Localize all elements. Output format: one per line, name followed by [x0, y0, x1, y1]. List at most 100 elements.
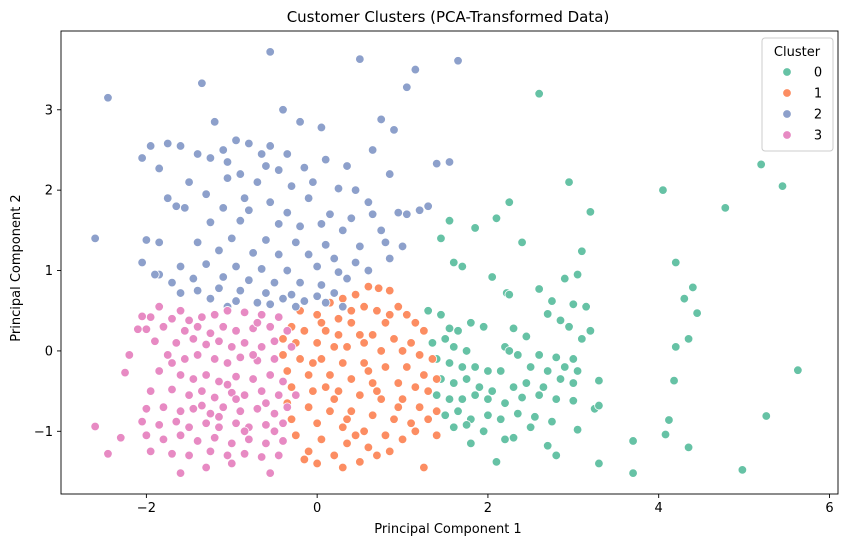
point-cluster-0 — [440, 334, 450, 344]
point-cluster-3 — [141, 430, 152, 441]
point-cluster-3 — [209, 392, 220, 403]
point-cluster-1 — [393, 302, 403, 312]
point-cluster-0 — [470, 390, 480, 400]
point-cluster-1 — [316, 434, 327, 445]
point-cluster-0 — [542, 366, 553, 376]
point-cluster-3 — [133, 324, 143, 334]
point-cluster-3 — [265, 322, 275, 332]
point-cluster-2 — [214, 283, 224, 293]
point-cluster-2 — [248, 248, 258, 258]
point-cluster-0 — [483, 366, 493, 376]
point-cluster-3 — [274, 390, 284, 400]
point-cluster-1 — [402, 362, 412, 372]
point-cluster-3 — [222, 306, 233, 316]
point-cluster-0 — [504, 346, 514, 356]
point-cluster-1 — [367, 378, 378, 388]
point-cluster-3 — [261, 438, 271, 449]
point-cluster-2 — [342, 161, 352, 171]
point-cluster-1 — [303, 402, 314, 412]
point-cluster-1 — [376, 346, 386, 356]
point-cluster-3 — [214, 376, 224, 387]
point-cluster-1 — [338, 422, 348, 432]
point-cluster-0 — [508, 323, 519, 334]
point-cluster-0 — [521, 378, 532, 388]
point-cluster-1 — [419, 326, 429, 336]
point-cluster-2 — [261, 288, 271, 298]
point-cluster-2 — [231, 135, 241, 146]
point-cluster-3 — [154, 366, 164, 376]
point-cluster-0 — [594, 400, 604, 411]
point-cluster-0 — [534, 350, 544, 360]
point-cluster-1 — [312, 338, 322, 348]
point-cluster-3 — [197, 386, 207, 396]
point-cluster-3 — [158, 434, 169, 445]
point-cluster-3 — [205, 328, 216, 338]
point-cluster-0 — [547, 296, 557, 306]
point-cluster-2 — [231, 261, 241, 272]
point-cluster-3 — [278, 436, 288, 446]
point-cluster-2 — [312, 261, 322, 272]
point-cluster-3 — [244, 434, 254, 445]
point-cluster-3 — [231, 326, 241, 336]
point-cluster-2 — [320, 297, 331, 308]
point-cluster-2 — [103, 93, 113, 103]
point-cluster-2 — [376, 114, 386, 125]
point-cluster-2 — [252, 177, 263, 187]
point-cluster-2 — [320, 154, 331, 165]
point-cluster-3 — [222, 450, 233, 461]
point-cluster-3 — [256, 310, 267, 320]
y-tick-label: 0 — [45, 344, 53, 359]
point-cluster-1 — [282, 366, 292, 376]
point-cluster-3 — [184, 422, 194, 432]
point-cluster-2 — [333, 267, 344, 277]
legend: Cluster 0 1 2 3 — [761, 37, 834, 152]
point-cluster-2 — [180, 203, 190, 213]
point-cluster-1 — [414, 402, 425, 412]
point-cluster-1 — [325, 370, 335, 380]
point-cluster-1 — [291, 430, 301, 441]
point-cluster-2 — [303, 193, 314, 203]
point-cluster-2 — [389, 125, 399, 135]
point-cluster-2 — [137, 153, 147, 163]
point-cluster-3 — [145, 446, 156, 457]
point-cluster-2 — [367, 209, 378, 219]
point-cluster-0 — [555, 315, 566, 326]
point-cluster-0 — [555, 374, 566, 384]
point-cluster-2 — [265, 47, 275, 57]
point-cluster-2 — [274, 165, 284, 175]
point-cluster-2 — [342, 273, 352, 284]
point-cluster-2 — [423, 201, 433, 211]
point-cluster-2 — [137, 257, 147, 268]
point-cluster-2 — [222, 173, 233, 183]
point-cluster-3 — [209, 354, 220, 364]
point-cluster-1 — [320, 326, 331, 336]
point-cluster-2 — [316, 280, 327, 290]
point-cluster-3 — [154, 302, 164, 312]
point-cluster-1 — [431, 430, 442, 441]
point-cluster-2 — [141, 235, 152, 245]
point-cluster-2 — [295, 221, 305, 232]
point-cluster-1 — [278, 350, 288, 360]
point-cluster-3 — [175, 370, 186, 380]
point-cluster-3 — [103, 449, 113, 459]
point-cluster-3 — [239, 390, 250, 400]
point-cluster-3 — [184, 390, 194, 400]
point-cluster-1 — [278, 334, 288, 344]
point-cluster-2 — [338, 302, 348, 312]
point-cluster-3 — [248, 374, 258, 384]
point-cluster-0 — [500, 398, 510, 408]
point-cluster-3 — [175, 468, 186, 478]
point-cluster-1 — [393, 378, 403, 388]
point-cluster-3 — [235, 352, 246, 363]
point-cluster-2 — [380, 237, 391, 248]
point-cluster-0 — [572, 366, 583, 376]
point-cluster-1 — [359, 358, 369, 368]
point-cluster-3 — [235, 406, 246, 416]
point-cluster-3 — [214, 422, 224, 432]
point-cluster-3 — [180, 354, 190, 364]
point-cluster-0 — [572, 269, 583, 280]
point-cluster-1 — [303, 446, 314, 457]
point-cluster-0 — [577, 334, 587, 344]
point-cluster-3 — [269, 354, 280, 364]
